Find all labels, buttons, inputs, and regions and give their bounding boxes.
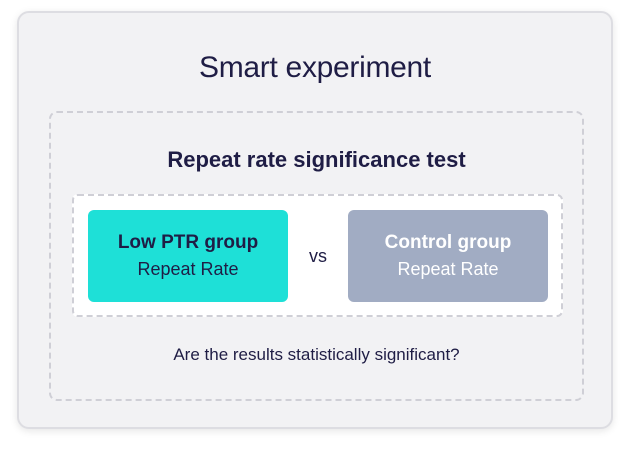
test-heading: Repeat rate significance test: [167, 147, 466, 172]
card-title: Smart experiment: [199, 51, 431, 84]
low-ptr-group-name: Low PTR group: [117, 232, 259, 253]
control-group-metric: Repeat Rate: [397, 259, 499, 279]
low-ptr-group-metric: Repeat Rate: [137, 259, 239, 279]
vs-label: vs: [309, 245, 327, 266]
group-comparison: Low PTR group Repeat Rate vs Control gro…: [72, 194, 563, 317]
significance-test-panel: Repeat rate significance test Low PTR gr…: [49, 111, 584, 401]
significance-question: Are the results statistically significan…: [173, 345, 460, 364]
control-group-name: Control group: [384, 232, 512, 253]
experiment-card: Smart experiment Repeat rate significanc…: [17, 11, 613, 429]
control-group-box: Control group Repeat Rate: [348, 210, 548, 302]
low-ptr-group-box: Low PTR group Repeat Rate: [88, 210, 288, 302]
